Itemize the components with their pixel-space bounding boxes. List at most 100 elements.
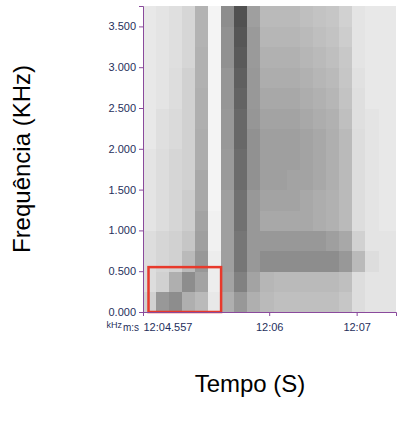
cell	[260, 47, 274, 68]
x-tick: 12:04.557	[144, 312, 193, 333]
cell	[274, 149, 288, 170]
cell	[247, 251, 261, 272]
cell	[313, 67, 327, 88]
cell	[247, 47, 261, 68]
cell	[274, 67, 288, 88]
cell	[339, 149, 353, 170]
cell	[221, 26, 235, 47]
cell	[143, 169, 156, 190]
cell	[208, 149, 222, 170]
x-tick-mark	[143, 312, 144, 316]
x-axis-line	[144, 313, 397, 317]
cell	[195, 190, 209, 211]
cell	[339, 190, 353, 211]
cell	[287, 230, 301, 251]
y-tick: 3.500	[108, 20, 143, 32]
cell	[208, 292, 222, 312]
cell	[247, 190, 261, 211]
cell	[169, 88, 183, 109]
cell	[287, 169, 301, 190]
cell	[221, 169, 235, 190]
cell	[234, 149, 248, 170]
cell	[247, 67, 261, 88]
cell	[339, 88, 353, 109]
cell	[326, 169, 340, 190]
cell	[169, 251, 183, 272]
cell	[260, 67, 274, 88]
cell	[156, 292, 170, 312]
x-tick-mark	[269, 312, 270, 316]
cell	[195, 271, 209, 292]
cell	[313, 210, 327, 231]
cell	[247, 292, 261, 312]
cell	[300, 230, 314, 251]
cell	[182, 149, 196, 170]
cell	[260, 230, 274, 251]
cell	[143, 47, 156, 68]
cell	[156, 47, 170, 68]
cell	[313, 271, 327, 292]
cell	[143, 6, 156, 27]
cell	[339, 128, 353, 149]
cell	[326, 108, 340, 129]
cell	[247, 26, 261, 47]
cell	[379, 47, 396, 68]
cell	[352, 108, 366, 129]
cell	[352, 128, 366, 149]
cell	[313, 47, 327, 68]
cell	[365, 251, 379, 272]
cell	[182, 108, 196, 129]
cell	[300, 271, 314, 292]
cell	[182, 128, 196, 149]
cell	[234, 47, 248, 68]
cell	[379, 230, 396, 251]
cell	[365, 190, 379, 211]
cell	[260, 210, 274, 231]
y-tick-mark	[139, 67, 143, 68]
cell	[221, 210, 235, 231]
cell	[182, 169, 196, 190]
cell	[313, 6, 327, 27]
cell	[300, 67, 314, 88]
cell	[156, 26, 170, 47]
cell	[143, 108, 156, 129]
cell	[195, 108, 209, 129]
cell	[221, 292, 235, 312]
x-tick: 12:07	[343, 312, 371, 333]
y-tick-label: 1.000	[108, 224, 136, 236]
cell	[300, 6, 314, 27]
y-axis-line	[139, 7, 144, 313]
cell	[379, 108, 396, 129]
cell	[221, 88, 235, 109]
cell	[287, 47, 301, 68]
x-tick-label: 12:06	[256, 321, 284, 333]
cell	[156, 230, 170, 251]
cell	[300, 149, 314, 170]
cell	[379, 169, 396, 190]
cell	[260, 26, 274, 47]
cell	[234, 210, 248, 231]
cell	[313, 251, 327, 272]
cell	[156, 67, 170, 88]
cell	[182, 292, 196, 312]
cell	[352, 6, 366, 27]
cell	[287, 292, 301, 312]
cell	[195, 67, 209, 88]
cell	[379, 271, 396, 292]
highlight-box	[149, 267, 222, 312]
cell	[221, 271, 235, 292]
cell	[208, 88, 222, 109]
cell	[143, 88, 156, 109]
cell	[208, 251, 222, 272]
cell	[274, 190, 288, 211]
x-tick-label: 12:04.557	[144, 321, 193, 333]
cell	[287, 149, 301, 170]
cell	[326, 230, 340, 251]
cell	[169, 6, 183, 27]
y-tick-label: 1.500	[108, 184, 136, 196]
cell	[300, 108, 314, 129]
cell	[169, 67, 183, 88]
cell	[313, 128, 327, 149]
cell	[300, 88, 314, 109]
cell	[379, 67, 396, 88]
